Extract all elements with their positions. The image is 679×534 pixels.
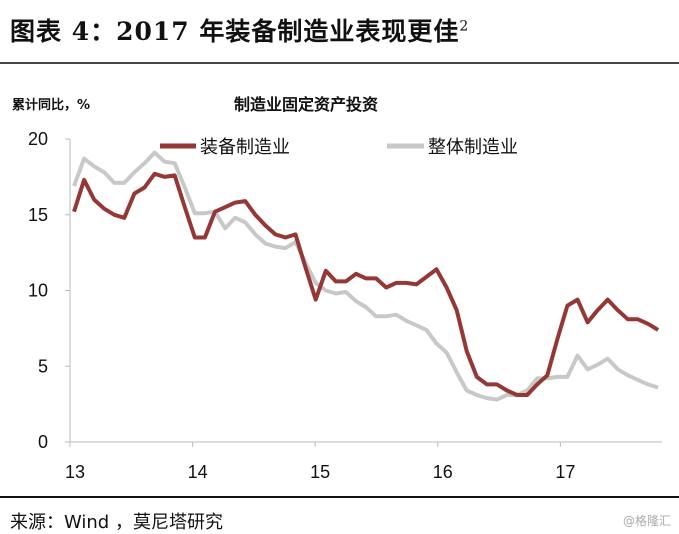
bottom-divider [0,496,679,498]
footnote-marker: 2 [459,18,470,35]
x-tick-label: 15 [310,462,330,482]
x-tick-label: 14 [188,462,208,482]
watermark: @格隆汇 [622,514,671,528]
y-tick-label: 0 [38,432,48,452]
figure-title: 图表 4：2017 年装备制造业表现更佳2 [10,12,469,48]
y-tick-label: 20 [28,129,48,149]
legend-label-equipment: 装备制造业 [200,137,290,158]
figure-title-text: 图表 4：2017 年装备制造业表现更佳 [10,17,460,46]
chart-title: 制造业固定资产投资 [234,95,378,114]
x-tick-label: 17 [555,462,575,482]
series-line-equipment [72,171,660,397]
series-line-overall [72,150,659,402]
source-note: 来源：Wind ，莫尼塔研究 [10,512,223,533]
top-divider [0,62,679,64]
y-tick-label: 5 [38,356,48,376]
y-tick-label: 10 [28,281,48,301]
y-tick-label: 15 [28,205,48,225]
x-tick-label: 16 [433,462,453,482]
y-axis-label: 累计同比，% [12,97,90,113]
legend-label-overall: 整体制造业 [428,137,518,158]
x-tick-label: 13 [65,462,85,482]
